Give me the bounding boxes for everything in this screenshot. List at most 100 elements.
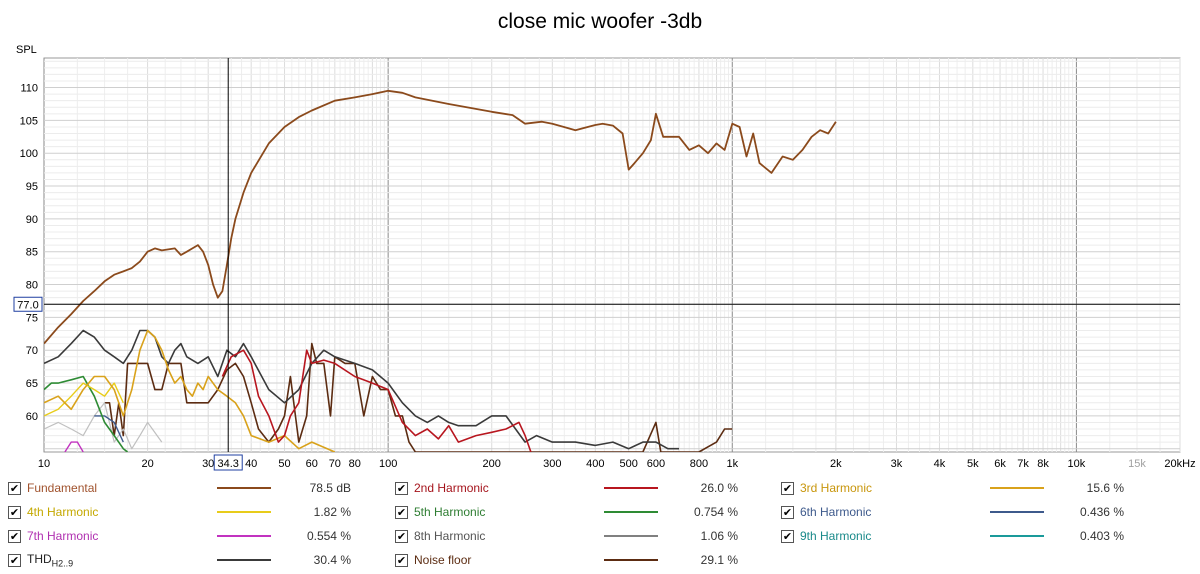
checkbox-icon[interactable]: ✔ bbox=[395, 505, 408, 519]
y-tick-label: 85 bbox=[26, 247, 38, 259]
legend-value: 78.5 dB bbox=[309, 481, 351, 495]
legend-item-noise-floor[interactable]: ✔ Noise floor 29.1 % bbox=[395, 550, 738, 570]
legend-item-fundamental[interactable]: ✔ Fundamental 78.5 dB bbox=[8, 478, 351, 498]
chart-title: close mic woofer -3db bbox=[497, 10, 703, 33]
checkbox-icon[interactable]: ✔ bbox=[8, 529, 21, 543]
legend-item-3rd-harmonic[interactable]: ✔ 3rd Harmonic 15.6 % bbox=[781, 478, 1124, 498]
series-4th-harmonic bbox=[44, 382, 124, 417]
x-tick-label: 200 bbox=[483, 458, 501, 470]
y-tick-label: 110 bbox=[20, 83, 38, 95]
checkbox-icon[interactable]: ✔ bbox=[395, 529, 408, 543]
thd-subscript: H2..9 bbox=[51, 558, 74, 569]
series-7th-harmonic bbox=[64, 441, 84, 452]
legend-value: 30.4 % bbox=[313, 553, 351, 567]
x-tick-label: 20 bbox=[141, 458, 153, 470]
x-tick-label: 3k bbox=[891, 458, 903, 470]
checkbox-icon[interactable]: ✔ bbox=[781, 529, 794, 543]
checkbox-icon[interactable]: ✔ bbox=[395, 481, 408, 495]
y-tick-label: 90 bbox=[26, 214, 38, 226]
legend-label: 5th Harmonic bbox=[414, 505, 486, 519]
legend-swatch bbox=[990, 511, 1044, 513]
x-tick-label: 40 bbox=[245, 458, 257, 470]
x-tick-label: 15k bbox=[1128, 458, 1146, 470]
y-tick-label: 65 bbox=[26, 378, 38, 390]
legend-item-thd[interactable]: ✔ THDH2..9 30.4 % bbox=[8, 550, 351, 570]
cursor-x-readout: 34.3 bbox=[218, 458, 239, 470]
x-tick-label: 6k bbox=[994, 458, 1006, 470]
legend-label: Noise floor bbox=[414, 553, 472, 567]
plot-area bbox=[43, 57, 1181, 453]
x-tick-label: 80 bbox=[349, 458, 361, 470]
x-tick-label: 60 bbox=[306, 458, 318, 470]
legend-value: 29.1 % bbox=[700, 553, 738, 567]
legend-value: 1.82 % bbox=[313, 505, 351, 519]
checkbox-icon[interactable]: ✔ bbox=[781, 481, 794, 495]
legend-item-6th-harmonic[interactable]: ✔ 6th Harmonic 0.436 % bbox=[781, 502, 1124, 522]
x-tick-label: 800 bbox=[690, 458, 708, 470]
x-tick-label: 20kHz bbox=[1164, 458, 1195, 470]
legend-item-5th-harmonic[interactable]: ✔ 5th Harmonic 0.754 % bbox=[395, 502, 738, 522]
y-tick-label: 95 bbox=[26, 181, 38, 193]
legend-swatch bbox=[217, 559, 271, 561]
legend-value: 15.6 % bbox=[1086, 481, 1124, 495]
x-tick-label: 2k bbox=[830, 458, 842, 470]
legend-swatch bbox=[990, 487, 1044, 489]
legend: ✔ Fundamental 78.5 dB ✔ 4th Harmonic 1.8… bbox=[0, 476, 1200, 574]
series-thd bbox=[44, 329, 679, 450]
x-tick-label: 300 bbox=[543, 458, 561, 470]
legend-value: 0.554 % bbox=[306, 529, 351, 543]
x-tick-label: 100 bbox=[379, 458, 397, 470]
spl-chart[interactable]: SPL 60 65 70 75 80 85 90 95 100 105 110 10 20 30 40 50 60… bbox=[0, 0, 1200, 476]
legend-item-4th-harmonic[interactable]: ✔ 4th Harmonic 1.82 % bbox=[8, 502, 351, 522]
legend-label: Fundamental bbox=[27, 481, 98, 495]
x-tick-label: 1k bbox=[726, 458, 738, 470]
checkbox-icon[interactable]: ✔ bbox=[395, 553, 408, 567]
checkbox-icon[interactable]: ✔ bbox=[8, 553, 21, 567]
checkbox-icon[interactable]: ✔ bbox=[781, 505, 794, 519]
checkbox-icon[interactable]: ✔ bbox=[8, 505, 21, 519]
legend-swatch bbox=[604, 487, 658, 489]
legend-value: 1.06 % bbox=[700, 529, 738, 543]
legend-label: 2nd Harmonic bbox=[414, 481, 489, 495]
legend-swatch bbox=[604, 535, 658, 537]
legend-item-2nd-harmonic[interactable]: ✔ 2nd Harmonic 26.0 % bbox=[395, 478, 738, 498]
legend-swatch bbox=[217, 535, 271, 537]
legend-swatch bbox=[990, 535, 1044, 537]
legend-value: 0.436 % bbox=[1079, 505, 1124, 519]
checkbox-icon[interactable]: ✔ bbox=[8, 481, 21, 495]
legend-swatch bbox=[217, 511, 271, 513]
x-tick-label: 600 bbox=[647, 458, 665, 470]
legend-label: 9th Harmonic bbox=[800, 529, 872, 543]
x-tick-label: 70 bbox=[329, 458, 341, 470]
legend-label: 7th Harmonic bbox=[27, 529, 99, 543]
series-fundamental bbox=[44, 89, 837, 345]
legend-label: 4th Harmonic bbox=[27, 505, 99, 519]
cursor-y-readout: 77.0 bbox=[17, 299, 38, 311]
series-6th-harmonic bbox=[94, 415, 124, 443]
x-tick-label: 30 bbox=[202, 458, 214, 470]
legend-label: 3rd Harmonic bbox=[800, 481, 873, 495]
legend-swatch bbox=[604, 511, 658, 513]
legend-label: THDH2..9 bbox=[27, 552, 217, 568]
legend-label: 6th Harmonic bbox=[800, 505, 872, 519]
legend-swatch bbox=[217, 487, 271, 489]
thd-label: THD bbox=[27, 551, 52, 566]
x-tick-label: 8k bbox=[1037, 458, 1049, 470]
legend-item-8th-harmonic[interactable]: ✔ 8th Harmonic 1.06 % bbox=[395, 526, 738, 546]
x-tick-label: 5k bbox=[967, 458, 979, 470]
y-tick-label: 105 bbox=[20, 115, 38, 127]
series-2nd-harmonic bbox=[221, 349, 532, 452]
y-tick-label: 100 bbox=[20, 148, 38, 160]
y-axis-label: SPL bbox=[16, 44, 37, 56]
legend-item-9th-harmonic[interactable]: ✔ 9th Harmonic 0.403 % bbox=[781, 526, 1124, 546]
series-8th-harmonic bbox=[44, 402, 163, 450]
series-3rd-harmonic bbox=[44, 329, 336, 452]
legend-value: 26.0 % bbox=[700, 481, 738, 495]
legend-item-7th-harmonic[interactable]: ✔ 7th Harmonic 0.554 % bbox=[8, 526, 351, 546]
x-tick-label: 7k bbox=[1017, 458, 1029, 470]
y-tick-label: 70 bbox=[26, 345, 38, 357]
legend-value: 0.754 % bbox=[693, 505, 738, 519]
legend-label: 8th Harmonic bbox=[414, 529, 486, 543]
x-tick-label: 10k bbox=[1068, 458, 1086, 470]
x-tick-label: 50 bbox=[278, 458, 290, 470]
